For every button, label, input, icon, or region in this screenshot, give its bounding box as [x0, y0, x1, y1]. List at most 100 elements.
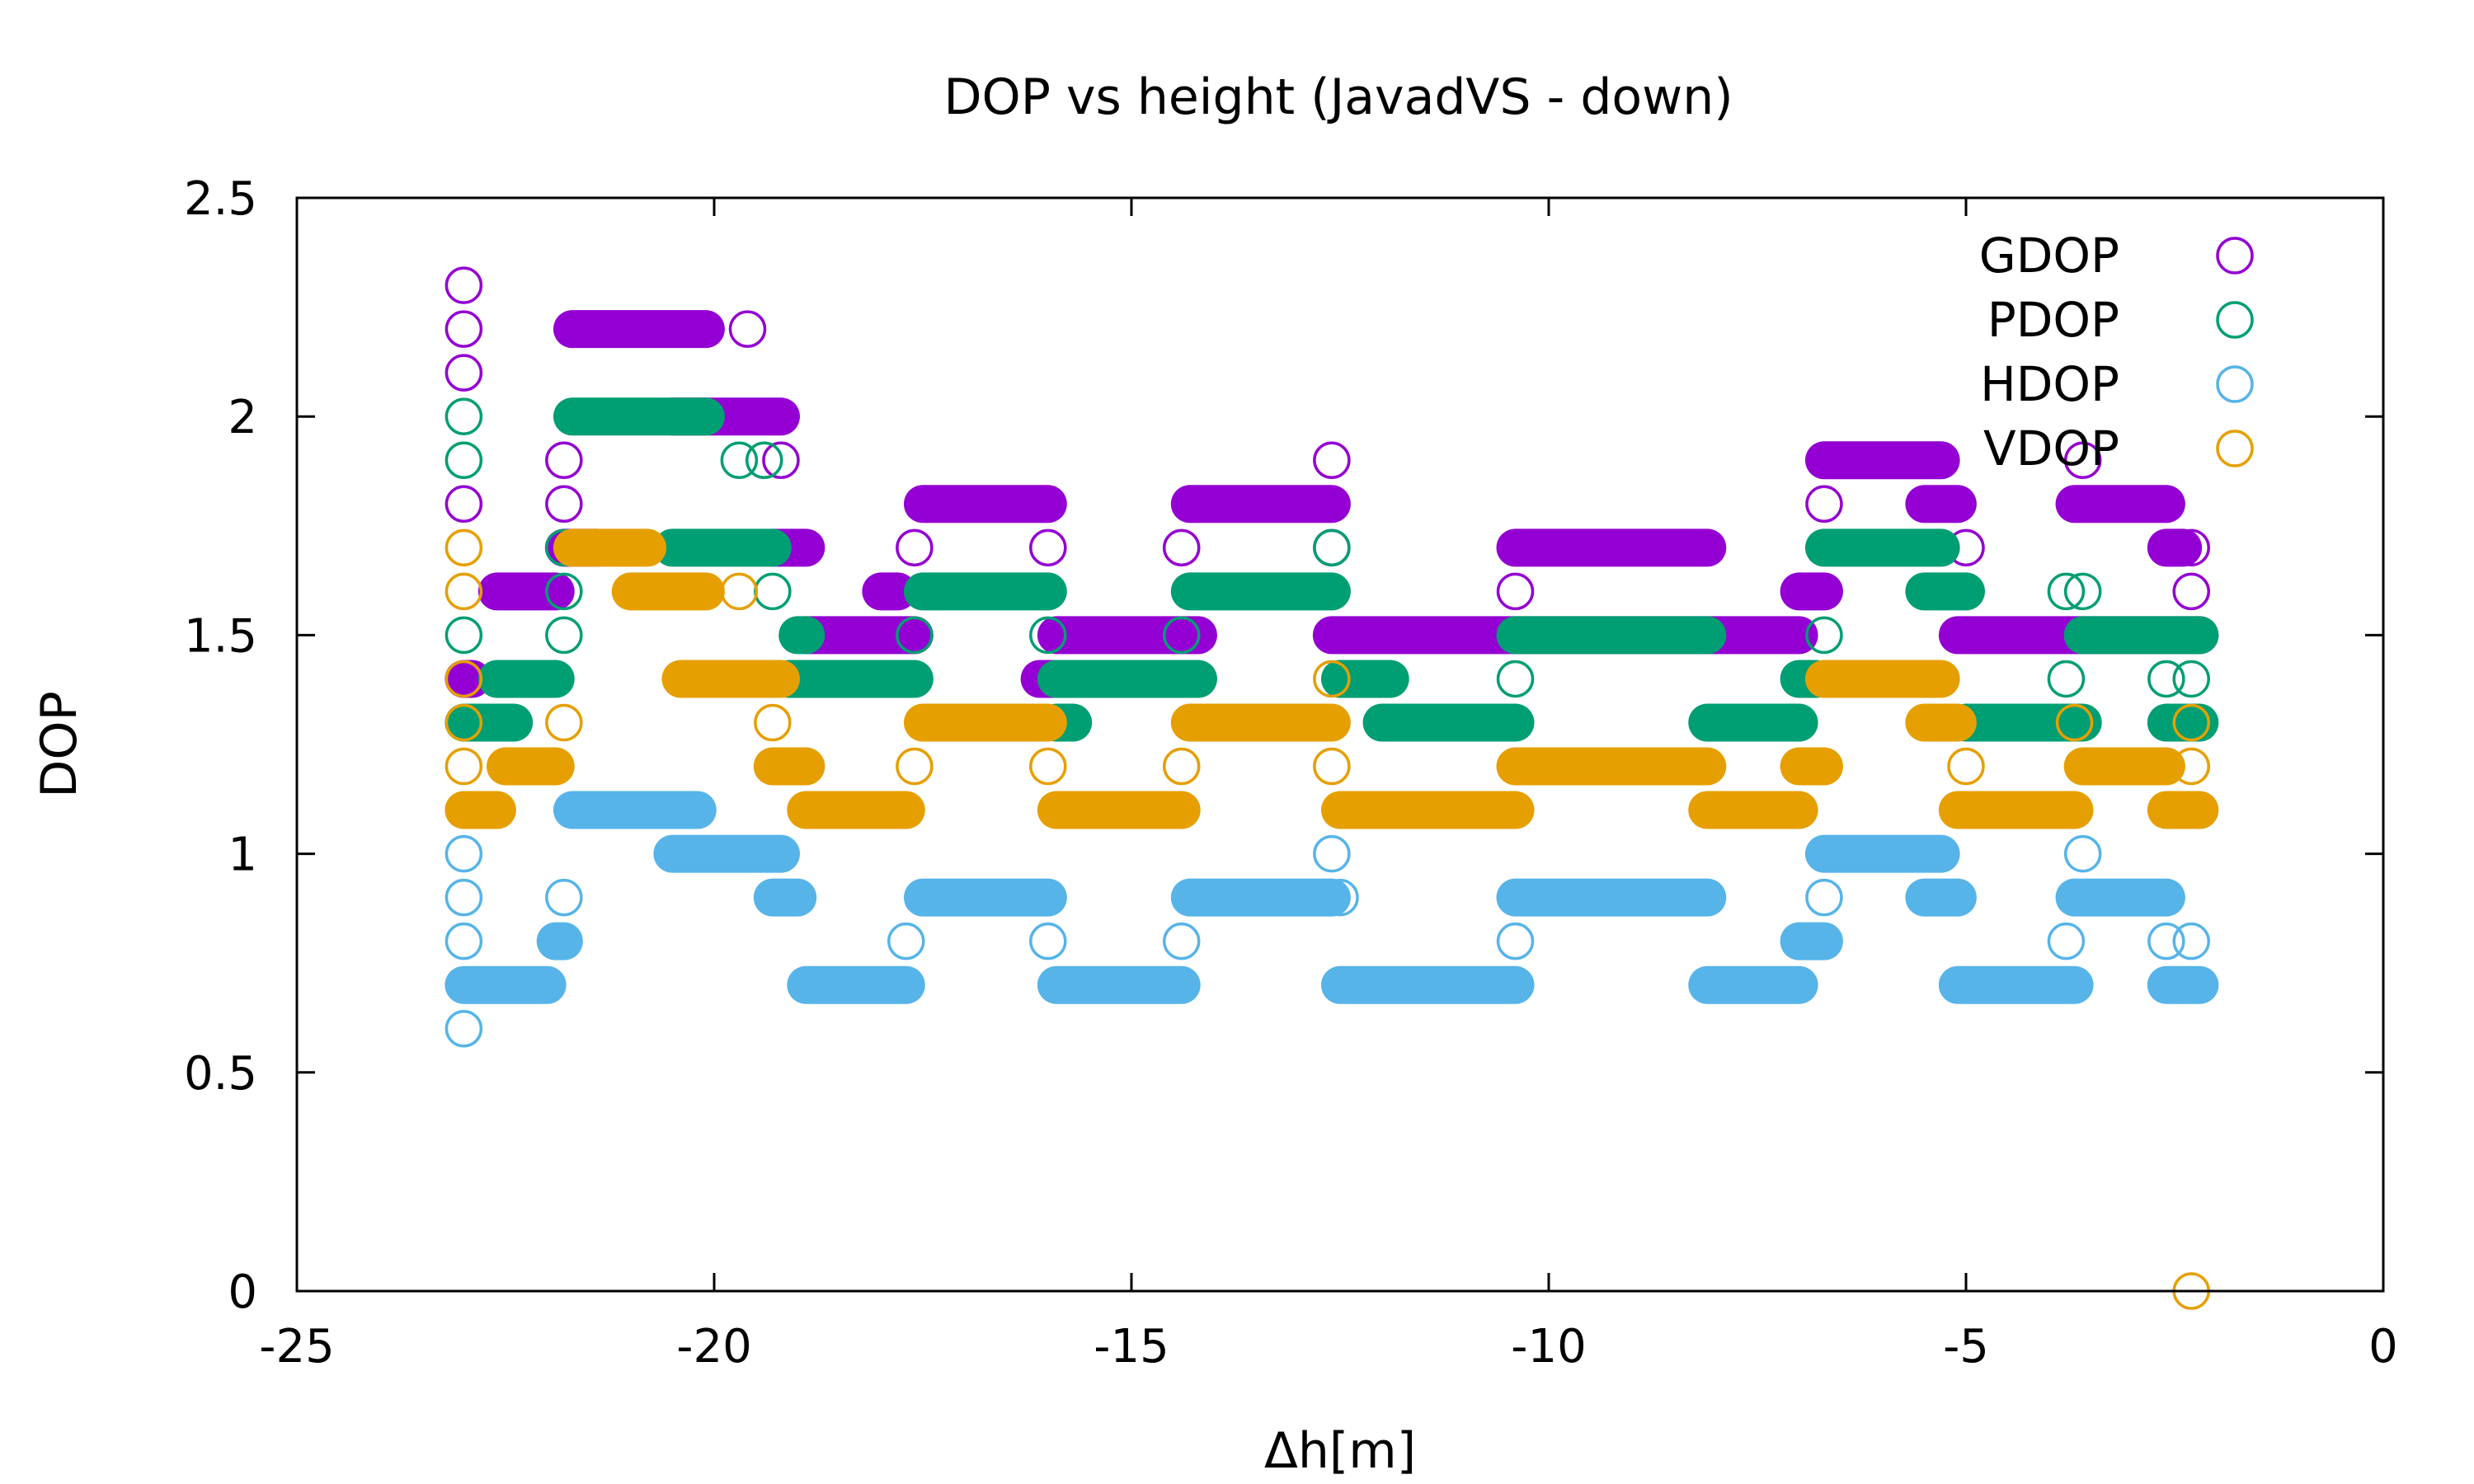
data-point [762, 441, 800, 479]
data-point [444, 485, 483, 524]
data-point [896, 747, 934, 786]
data-point [444, 747, 483, 786]
series-vdop [444, 528, 2219, 1310]
data-point [1321, 878, 1359, 917]
data-point [1162, 528, 1201, 567]
data-point [720, 441, 759, 479]
data-point [720, 572, 759, 611]
y-tick-label: 2.5 [184, 172, 257, 226]
data-point [444, 397, 483, 435]
y-tick-label: 0.5 [184, 1047, 257, 1101]
data-point [728, 310, 767, 348]
data-point [1313, 441, 1351, 479]
data-point [2047, 572, 2086, 611]
plot-frame [295, 196, 2385, 1293]
data-point [2172, 528, 2210, 567]
data-point [444, 528, 483, 567]
data-point [1162, 616, 1201, 655]
plot-marks [444, 266, 2219, 1310]
legend-label: HDOP [1980, 356, 2119, 412]
y-tick-label: 1.5 [184, 609, 257, 663]
data-point [1496, 572, 1535, 611]
legend-marker [2216, 430, 2254, 467]
data-point [444, 310, 483, 348]
x-tick-label: -20 [676, 1320, 751, 1374]
data-point [444, 703, 483, 742]
data-point [545, 703, 583, 742]
data-point [754, 703, 792, 742]
series-hdop [444, 791, 2219, 1048]
data-point [2047, 660, 2086, 698]
data-point [2172, 922, 2210, 960]
data-point [1162, 922, 1201, 960]
data-point [545, 616, 583, 655]
data-point [444, 834, 483, 873]
data-point [1029, 747, 1067, 786]
data-point [1805, 878, 1843, 917]
data-point [887, 922, 925, 960]
data-point [745, 441, 783, 479]
data-point [444, 266, 483, 304]
data-point [2172, 747, 2210, 786]
data-point [1313, 747, 1351, 786]
data-point [444, 1010, 483, 1048]
legend-marker [2216, 237, 2254, 275]
data-point [1496, 660, 1535, 698]
x-tick-label: -25 [259, 1320, 334, 1374]
data-point [545, 441, 583, 479]
data-point [2063, 441, 2102, 479]
axis-ticks: -25 -20 -15 -10 -5 0 0 0.5 1 1.5 2 2.5 [184, 172, 2398, 1374]
data-point [1947, 747, 1985, 786]
y-tick-label: 0 [228, 1266, 257, 1319]
data-point [2172, 660, 2210, 698]
data-point [2063, 834, 2102, 873]
data-point [1313, 834, 1351, 873]
legend-label: PDOP [1987, 292, 2119, 348]
data-point [444, 616, 483, 655]
data-point [1029, 528, 1067, 567]
x-tick-label: -10 [1511, 1320, 1586, 1374]
x-tick-label: -5 [1943, 1320, 1989, 1374]
data-point [545, 572, 583, 611]
y-tick-label: 1 [228, 829, 257, 882]
legend-marker [2216, 365, 2254, 403]
data-point [896, 616, 934, 655]
data-point [2172, 703, 2210, 742]
data-point [896, 528, 934, 567]
data-point [545, 485, 583, 524]
data-point [444, 572, 483, 611]
legend-label: GDOP [1979, 228, 2119, 284]
data-point [1029, 616, 1067, 655]
x-axis-label: Δh[m] [1264, 1422, 1416, 1480]
data-point [754, 397, 792, 435]
x-tick-label: 0 [2368, 1320, 2398, 1374]
data-point [2055, 703, 2094, 742]
chart-title: DOP vs height (JavadVS - down) [943, 68, 1733, 126]
data-point [1805, 485, 1843, 524]
data-point [2063, 572, 2102, 611]
data-point [2147, 922, 2185, 960]
data-point [444, 878, 483, 917]
data-point [2172, 572, 2210, 611]
legend-marker [2216, 301, 2254, 339]
data-point [1313, 528, 1351, 567]
data-point [1029, 922, 1067, 960]
data-point [444, 922, 483, 960]
data-point [444, 354, 483, 392]
data-point [1313, 660, 1351, 698]
data-point [2047, 922, 2086, 960]
series-pdop [444, 397, 2219, 742]
y-axis-label: DOP [31, 691, 88, 798]
data-point [444, 441, 483, 479]
data-point [545, 878, 583, 917]
legend-label: VDOP [1983, 420, 2119, 477]
data-point [1162, 747, 1201, 786]
data-point [2147, 660, 2185, 698]
legend: GDOP PDOP HDOP VDOP [1979, 228, 2254, 477]
y-tick-label: 2 [228, 391, 257, 444]
data-point [444, 660, 483, 698]
x-tick-label: -15 [1094, 1320, 1169, 1374]
data-point [1496, 922, 1535, 960]
